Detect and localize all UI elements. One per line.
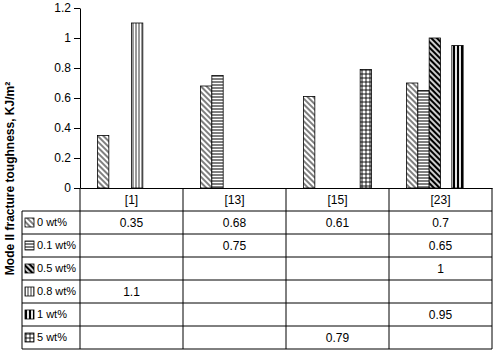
y-tick-mark xyxy=(74,8,80,9)
bar xyxy=(407,83,418,188)
y-tick-label: 0.6 xyxy=(54,91,71,105)
legend-label: 0 wt% xyxy=(37,216,67,228)
bar xyxy=(98,136,109,189)
x-tick: [23] xyxy=(430,188,450,207)
table-value: 0.65 xyxy=(429,239,453,253)
table-value: 0.68 xyxy=(223,216,247,230)
table-value: 0.61 xyxy=(326,216,350,230)
legend-swatch xyxy=(25,218,34,227)
y-tick: 0.8 xyxy=(54,61,80,75)
x-tick-label: [15] xyxy=(327,193,347,207)
table-value: 0.95 xyxy=(429,308,453,322)
y-tick-label: 0.4 xyxy=(54,121,71,135)
table-row-line xyxy=(22,211,492,212)
y-axis-title: Mode II fracture toughness, KJ/m² xyxy=(3,82,17,275)
y-tick-label: 0 xyxy=(64,181,71,195)
bars xyxy=(98,23,464,188)
y-tick: 1 xyxy=(64,31,80,45)
y-tick: 0.4 xyxy=(54,121,80,135)
table-value: 0.79 xyxy=(326,331,350,345)
table-column-line xyxy=(492,188,493,349)
y-tick-mark xyxy=(74,68,80,69)
table-value: 0.75 xyxy=(223,239,247,253)
table-value: 0.35 xyxy=(120,216,144,230)
x-tick: [15] xyxy=(327,188,347,207)
legend-swatch xyxy=(25,310,34,319)
table-row-line xyxy=(22,234,492,235)
legend-swatch xyxy=(25,241,34,250)
bar xyxy=(201,86,212,188)
table-row-line xyxy=(22,326,492,327)
table-column-line xyxy=(80,188,81,349)
table-row-line xyxy=(22,257,492,258)
y-tick: 0.2 xyxy=(54,151,80,165)
y-axis: 0 0.2 0.4 0.6 0.8 1 1.2 xyxy=(54,1,80,195)
bar xyxy=(418,91,429,189)
legend-swatch xyxy=(25,333,34,342)
y-tick: 0 xyxy=(64,181,80,195)
table-row-line xyxy=(22,303,492,304)
table-row-line xyxy=(22,280,492,281)
bar xyxy=(132,23,143,188)
bar xyxy=(360,70,371,189)
y-tick-label: 1 xyxy=(64,31,71,45)
table-column-line xyxy=(22,211,23,349)
x-tick-label: [1] xyxy=(125,193,138,207)
x-tick-label: [13] xyxy=(224,193,244,207)
legend-label: 1 wt% xyxy=(37,308,67,320)
legend-swatch xyxy=(25,287,34,296)
legend-label: 0.8 wt% xyxy=(37,285,76,297)
table-row-line xyxy=(22,349,492,350)
table-column-line xyxy=(389,188,390,349)
legend-label: 0.1 wt% xyxy=(37,239,76,251)
y-tick-label: 0.8 xyxy=(54,61,71,75)
table-value: 0.7 xyxy=(432,216,449,230)
x-tick: [1] xyxy=(125,188,138,207)
y-tick-mark xyxy=(74,158,80,159)
x-tick: [13] xyxy=(224,188,244,207)
bar xyxy=(452,46,463,189)
bar xyxy=(212,76,223,189)
legend-label: 0.5 wt% xyxy=(37,262,76,274)
y-tick-mark xyxy=(74,98,80,99)
bar xyxy=(429,38,440,188)
y-tick-mark xyxy=(74,128,80,129)
y-tick-mark xyxy=(74,188,80,189)
data-table: 0 wt% 0.35 0.68 0.61 0.7 0.1 wt% 0.75 0.65 0.5 w… xyxy=(22,188,492,349)
y-tick-label: 1.2 xyxy=(54,1,71,15)
bar xyxy=(304,97,315,189)
chart-svg: 0 0.2 0.4 0.6 0.8 1 1.2 [1] [13] [15] [23] Mode II … xyxy=(0,0,500,360)
table-column-line xyxy=(183,188,184,349)
y-axis-line xyxy=(80,9,81,189)
y-tick: 1.2 xyxy=(54,1,80,15)
y-tick: 0.6 xyxy=(54,91,80,105)
table-column-line xyxy=(286,188,287,349)
x-tick-label: [23] xyxy=(430,193,450,207)
y-tick-mark xyxy=(74,38,80,39)
chart-container: 0 0.2 0.4 0.6 0.8 1 1.2 [1] [13] [15] [23] Mode II … xyxy=(0,0,500,360)
y-tick-label: 0.2 xyxy=(54,151,71,165)
legend-swatch xyxy=(25,264,34,273)
table-value: 1.1 xyxy=(123,285,140,299)
table-value: 1 xyxy=(437,262,444,276)
legend-label: 5 wt% xyxy=(37,331,67,343)
